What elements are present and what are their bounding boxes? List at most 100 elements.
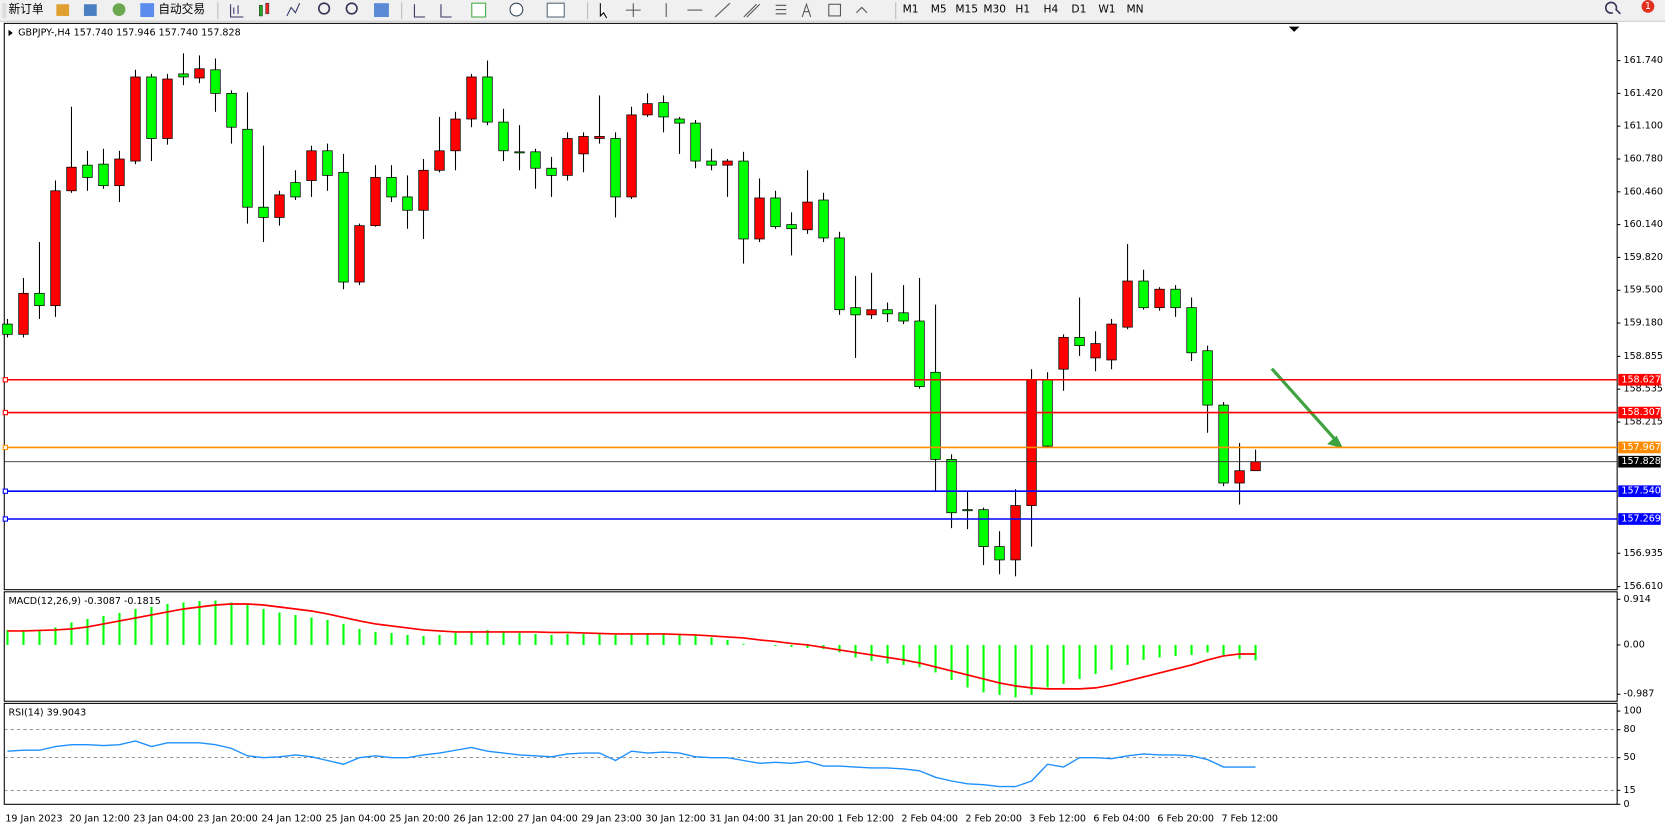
- text-icon[interactable]: [801, 2, 812, 18]
- candle-body: [146, 76, 157, 139]
- fibo-icon[interactable]: [775, 4, 787, 15]
- notification-badge[interactable]: [1641, 0, 1655, 13]
- y-tick-label: 100: [1624, 706, 1642, 717]
- indicator-icon[interactable]: [471, 2, 487, 18]
- level-box: [1618, 513, 1661, 525]
- y-tick-label: 160.460: [1624, 186, 1663, 197]
- timeframe-button[interactable]: M30: [983, 3, 1006, 16]
- candle-body: [1218, 404, 1229, 484]
- candle-body: [418, 169, 429, 211]
- trendline-icon[interactable]: [714, 2, 731, 18]
- candle-body: [594, 136, 605, 139]
- candle-body: [370, 177, 381, 227]
- cursor-icon[interactable]: [599, 3, 608, 19]
- candle-body: [786, 224, 797, 230]
- timeframe-button[interactable]: H4: [1043, 3, 1058, 16]
- y-tick-label: 0.914: [1624, 594, 1651, 605]
- candle-body: [34, 292, 45, 306]
- x-tick-label: 2 Feb 20:00: [965, 814, 1022, 825]
- candle-body: [546, 167, 557, 176]
- auto-trading-icon[interactable]: [140, 3, 155, 17]
- level-box: [1618, 406, 1661, 419]
- timeframe-button[interactable]: H1: [1015, 3, 1030, 16]
- candle-body: [882, 309, 893, 315]
- candle-body: [290, 182, 301, 198]
- candle-body: [562, 138, 573, 176]
- shift-icon[interactable]: [440, 4, 452, 18]
- level-box: [1618, 441, 1661, 454]
- x-tick-label: 25 Jan 20:00: [389, 814, 449, 825]
- candle-body: [1010, 505, 1021, 561]
- line-chart-icon[interactable]: [286, 2, 301, 17]
- candle-body: [1186, 307, 1197, 354]
- candle-body: [130, 76, 141, 162]
- rsi-title: RSI(14) 39.9043: [9, 707, 87, 718]
- candle-body: [722, 160, 733, 166]
- x-tick-label: 6 Feb 04:00: [1093, 814, 1150, 825]
- icon[interactable]: [112, 3, 126, 16]
- candle-chart-icon[interactable]: [265, 2, 270, 15]
- candle-body: [258, 206, 269, 218]
- timeframe-button[interactable]: MN: [1126, 3, 1143, 16]
- zoom-in-icon[interactable]: [317, 2, 331, 15]
- candle-body: [674, 118, 685, 124]
- x-tick-label: 24 Jan 12:00: [261, 814, 321, 825]
- candle-body: [1250, 461, 1261, 472]
- period-icon[interactable]: [509, 2, 524, 17]
- candle-body: [402, 196, 413, 211]
- title-marker: [8, 29, 13, 37]
- channel-icon[interactable]: [743, 3, 761, 18]
- timeframe-button[interactable]: W1: [1098, 3, 1115, 16]
- x-tick-label: 23 Jan 04:00: [133, 814, 193, 825]
- candle-body: [706, 160, 717, 166]
- y-tick-label: 0: [1624, 799, 1630, 810]
- candle-body: [482, 76, 493, 123]
- candle-body: [946, 459, 957, 514]
- level-label: 157.269: [1621, 514, 1660, 525]
- y-tick-label: 50: [1624, 752, 1636, 763]
- main-panel: [3, 22, 1618, 591]
- y-tick-label: 156.610: [1624, 581, 1663, 592]
- shift-marker: [1288, 26, 1300, 32]
- bar-chart-icon[interactable]: [230, 4, 244, 18]
- x-tick-label: 30 Jan 12:00: [645, 814, 705, 825]
- candle-chart-icon[interactable]: [259, 5, 263, 17]
- grip: [2, 3, 7, 19]
- y-tick-label: 0.00: [1624, 639, 1645, 650]
- search-icon[interactable]: [1605, 1, 1621, 15]
- toolbar-bg: [0, 0, 1665, 22]
- y-tick-label: 15: [1624, 785, 1636, 796]
- candle-body: [162, 78, 173, 139]
- label-icon[interactable]: [828, 3, 841, 17]
- x-tick-label: 31 Jan 04:00: [709, 814, 769, 825]
- candle-body: [626, 114, 637, 198]
- y-tick-label: 158.855: [1624, 351, 1663, 362]
- template-icon[interactable]: [546, 2, 565, 18]
- tile-icon[interactable]: [374, 3, 389, 17]
- y-tick-label: 159.500: [1624, 285, 1663, 296]
- rsi-panel: [3, 702, 1618, 805]
- timeframe-button[interactable]: M15: [955, 3, 978, 16]
- auto-trading-button[interactable]: 自动交易: [158, 2, 205, 16]
- candle-body: [322, 150, 333, 176]
- timeframe-button[interactable]: D1: [1071, 3, 1086, 16]
- y-tick-label: 160.140: [1624, 219, 1663, 230]
- zoom-out-icon[interactable]: [345, 2, 358, 15]
- icon[interactable]: [56, 4, 70, 16]
- toolbar: 新订单 自动交易 M1 M5 M15 M30 H1 H4 D1 W1 MN: [0, 0, 1665, 22]
- icon[interactable]: [83, 4, 97, 16]
- arrow-head: [1327, 435, 1344, 449]
- candle-body: [578, 136, 589, 155]
- new-order-button[interactable]: 新订单: [9, 2, 44, 16]
- candle-body: [866, 309, 877, 316]
- x-tick-label: 25 Jan 04:00: [325, 814, 385, 825]
- timeframe-button[interactable]: M5: [931, 3, 947, 16]
- timeframe-button[interactable]: M1: [903, 3, 919, 16]
- x-tick-label: 19 Jan 2023: [5, 814, 62, 825]
- candle-body: [466, 76, 477, 120]
- level-handle: [2, 409, 8, 416]
- scroll-icon[interactable]: [413, 4, 426, 18]
- crosshair-icon[interactable]: [625, 3, 641, 17]
- arrows-icon[interactable]: [856, 6, 868, 14]
